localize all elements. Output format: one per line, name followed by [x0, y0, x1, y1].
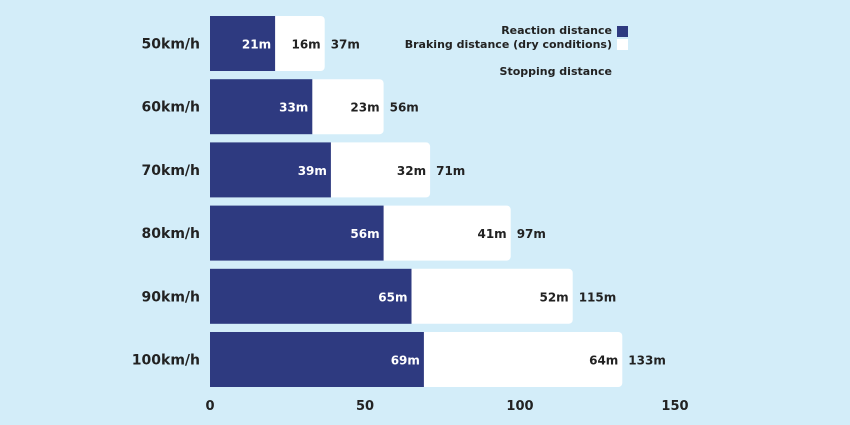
braking-label: 16m [291, 38, 320, 52]
reaction-bar [210, 332, 424, 387]
x-tick-label: 100 [506, 399, 533, 414]
x-tick-label: 150 [661, 399, 688, 414]
reaction-label: 33m [279, 101, 308, 115]
x-tick-label: 50 [356, 399, 374, 414]
reaction-label: 69m [391, 354, 420, 368]
braking-label: 32m [397, 164, 426, 178]
braking-bar [327, 142, 431, 198]
category-label: 50km/h [142, 37, 200, 53]
braking-bar [272, 16, 325, 71]
total-label: 133m [628, 354, 666, 368]
total-label: 71m [436, 164, 465, 178]
reaction-label: 39m [298, 164, 327, 178]
braking-bar [408, 268, 573, 324]
braking-label: 23m [350, 101, 379, 115]
total-label: 97m [517, 227, 546, 241]
legend-swatch-braking [617, 39, 628, 50]
category-label: 90km/h [142, 289, 200, 305]
braking-bar [309, 79, 384, 135]
total-label: 56m [390, 101, 419, 115]
reaction-label: 65m [378, 290, 407, 304]
total-label: 115m [579, 290, 617, 304]
reaction-bar [210, 268, 412, 324]
reaction-bar [210, 205, 384, 261]
reaction-label: 21m [242, 38, 271, 52]
braking-label: 52m [539, 290, 568, 304]
category-label: 60km/h [142, 100, 200, 116]
category-label: 100km/h [132, 353, 200, 369]
legend-reaction: Reaction distance [501, 24, 612, 37]
legend-swatch-reaction [617, 26, 628, 37]
reaction-bar [210, 16, 276, 71]
reaction-label: 56m [350, 227, 379, 241]
reaction-bar [210, 142, 331, 198]
braking-label: 64m [589, 354, 618, 368]
category-label: 70km/h [142, 163, 200, 179]
legend-stopping: Stopping distance [499, 65, 612, 78]
category-label: 80km/h [142, 226, 200, 242]
legend-braking: Braking distance (dry conditions) [404, 38, 612, 51]
braking-bar [380, 205, 511, 261]
reaction-bar [210, 79, 313, 135]
x-tick-label: 0 [205, 399, 214, 414]
braking-label: 41m [477, 227, 506, 241]
total-label: 37m [331, 38, 360, 52]
braking-bar [420, 332, 623, 387]
